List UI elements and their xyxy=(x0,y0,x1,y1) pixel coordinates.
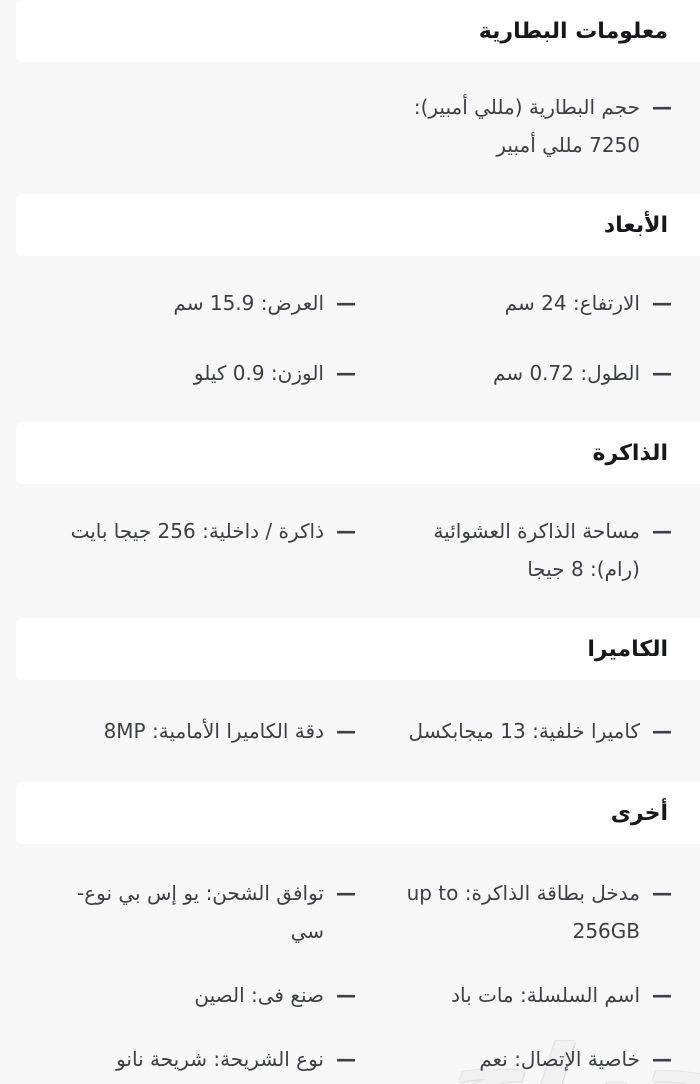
spec-item: — حجم البطارية (مللي أمبير): 7250 مللي أ… xyxy=(356,88,672,164)
spec-item-text: كاميرا خلفية: 13 ميجابكسل xyxy=(408,719,640,743)
dash-bullet-icon: — xyxy=(336,1047,356,1071)
section-title: الذاكرة xyxy=(592,440,668,466)
spec-item: — توافق الشحن: يو إس بي نوع-سي xyxy=(0,874,356,950)
dash-bullet-icon: — xyxy=(652,719,672,743)
dash-bullet-icon: — xyxy=(652,983,672,1007)
dash-bullet-icon: — xyxy=(652,881,672,905)
spec-section: الأبعاد — الارتفاع: 24 سم — العرض: 15.9 … xyxy=(0,194,700,422)
section-title: معلومات البطارية xyxy=(478,18,668,44)
section-header: أخرى xyxy=(16,782,700,844)
section-title: الأبعاد xyxy=(603,212,668,238)
spec-item: — العرض: 15.9 سم xyxy=(0,284,356,322)
dash-bullet-icon: — xyxy=(336,881,356,905)
section-items: — مدخل بطاقة الذاكرة: up to 256GB — تواف… xyxy=(0,844,700,1084)
spec-item: — مساحة الذاكرة العشوائية (رام): 8 جيجا xyxy=(356,512,672,588)
spec-section: معلومات البطارية — حجم البطارية (مللي أم… xyxy=(0,0,700,194)
spec-item-text: العرض: 15.9 سم xyxy=(173,291,324,315)
section-header: الأبعاد xyxy=(16,194,700,256)
spec-item: — الارتفاع: 24 سم xyxy=(356,284,672,322)
spec-section: أخرى — مدخل بطاقة الذاكرة: up to 256GB —… xyxy=(0,782,700,1084)
section-title: الكاميرا xyxy=(587,636,668,662)
section-items: — كاميرا خلفية: 13 ميجابكسل — دقة الكامي… xyxy=(0,680,700,782)
section-items: — مساحة الذاكرة العشوائية (رام): 8 جيجا … xyxy=(0,484,700,618)
spec-item-text: اسم السلسلة: مات باد xyxy=(451,983,640,1007)
spec-item-text: دقة الكاميرا الأمامية: 8MP xyxy=(103,719,324,743)
spec-item: — دقة الكاميرا الأمامية: 8MP xyxy=(0,712,356,750)
spec-item-text: مدخل بطاقة الذاكرة: up to 256GB xyxy=(406,881,640,943)
section-items: — حجم البطارية (مللي أمبير): 7250 مللي أ… xyxy=(0,62,700,194)
dash-bullet-icon: — xyxy=(336,983,356,1007)
section-items: — الارتفاع: 24 سم — العرض: 15.9 سم — الط… xyxy=(0,256,700,422)
spec-item: — اسم السلسلة: مات باد xyxy=(356,976,672,1014)
dash-bullet-icon: — xyxy=(652,1047,672,1071)
dash-bullet-icon: — xyxy=(336,719,356,743)
section-title: أخرى xyxy=(610,800,668,826)
spec-item-text: الارتفاع: 24 سم xyxy=(504,291,640,315)
dash-bullet-icon: — xyxy=(336,361,356,385)
spec-item: — خاصية الإتصال: نعم xyxy=(356,1040,672,1078)
spec-item: — مدخل بطاقة الذاكرة: up to 256GB xyxy=(356,874,672,950)
spec-item: — الطول: 0.72 سم xyxy=(356,354,672,392)
dash-bullet-icon: — xyxy=(652,519,672,543)
spec-item-text: نوع الشريحة: شريحة نانو xyxy=(116,1047,324,1071)
spec-item-text: حجم البطارية (مللي أمبير): 7250 مللي أمب… xyxy=(413,95,640,157)
spec-item-text: خاصية الإتصال: نعم xyxy=(479,1047,640,1071)
spec-item: — كاميرا خلفية: 13 ميجابكسل xyxy=(356,712,672,750)
spec-item-text: ذاكرة / داخلية: 256 جيجا بايت xyxy=(70,519,324,543)
spec-item: — ذاكرة / داخلية: 256 جيجا بايت xyxy=(0,512,356,550)
spec-item-text: صنع فى: الصين xyxy=(194,983,324,1007)
dash-bullet-icon: — xyxy=(652,95,672,119)
spec-section: الذاكرة — مساحة الذاكرة العشوائية (رام):… xyxy=(0,422,700,618)
spec-item: — صنع فى: الصين xyxy=(0,976,356,1014)
section-header: الكاميرا xyxy=(16,618,700,680)
spec-item: — الوزن: 0.9 كيلو xyxy=(0,354,356,392)
spec-section: الكاميرا — كاميرا خلفية: 13 ميجابكسل — د… xyxy=(0,618,700,782)
spec-item: — نوع الشريحة: شريحة نانو xyxy=(0,1040,356,1078)
spec-item-text: الطول: 0.72 سم xyxy=(493,361,640,385)
dash-bullet-icon: — xyxy=(336,291,356,315)
spec-item-text: توافق الشحن: يو إس بي نوع-سي xyxy=(76,881,324,943)
spec-item-text: الوزن: 0.9 كيلو xyxy=(193,361,324,385)
dash-bullet-icon: — xyxy=(652,291,672,315)
dash-bullet-icon: — xyxy=(652,361,672,385)
section-header: الذاكرة xyxy=(16,422,700,484)
dash-bullet-icon: — xyxy=(336,519,356,543)
spec-item-text: مساحة الذاكرة العشوائية (رام): 8 جيجا xyxy=(433,519,640,581)
section-header: معلومات البطارية xyxy=(16,0,700,62)
